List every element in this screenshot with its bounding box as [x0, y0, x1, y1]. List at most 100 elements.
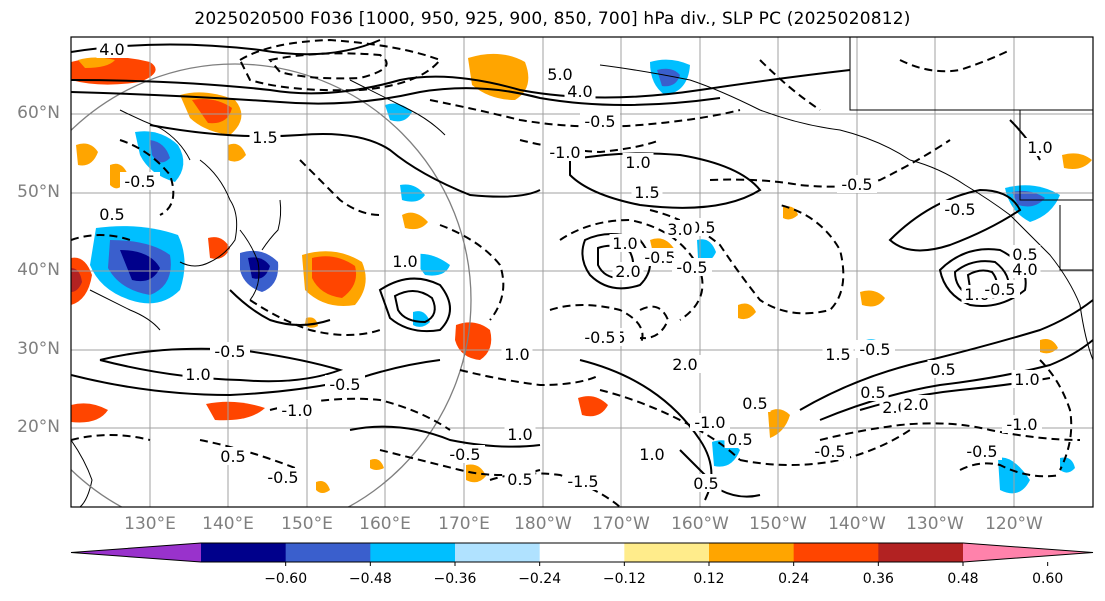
colorbar-outline [70, 542, 1094, 563]
contour-label-bg [210, 342, 250, 360]
contour-label-bg [631, 183, 663, 201]
colorbar-tick-label: 0.36 [862, 571, 894, 587]
contour-label: -0.5 [644, 248, 675, 267]
contour-label-bg [980, 280, 1020, 298]
lon-label: 130°E [124, 514, 176, 534]
lat-label: 20°N [17, 417, 60, 437]
contour-label: 0.5 [727, 430, 752, 449]
lon-label: 160°E [359, 514, 411, 534]
colorbar-tick-label: −0.36 [433, 571, 477, 587]
contour-label: 1.0 [1027, 138, 1052, 157]
contour-label-bg [640, 248, 680, 266]
map-frame [70, 36, 1094, 508]
contour-label-bg [810, 442, 850, 460]
contour-label-bg [1011, 370, 1043, 388]
contour-label-bg [96, 205, 128, 223]
divergence-shading [71, 53, 1092, 494]
contour-label: 1.0 [639, 445, 664, 464]
colorbar-segment [709, 543, 795, 562]
contour-label: 0.5 [220, 447, 245, 466]
contour-label: 1.5 [252, 128, 277, 147]
contour-label-bg [277, 401, 317, 419]
contour-label: 4.0 [1012, 260, 1037, 279]
contour-label: 1.0 [1014, 370, 1039, 389]
contour-label-bg [217, 447, 249, 465]
contour-label-bg [389, 252, 421, 270]
contour-label-bg [563, 472, 603, 490]
contour-label-bg [504, 470, 536, 488]
colorbar-segment [285, 543, 371, 562]
contour-label: 2.0 [903, 395, 928, 414]
contour-label-bg [249, 128, 281, 146]
lon-label: 180°W [514, 514, 572, 534]
contour-label: -0.5 [676, 258, 707, 277]
colorbar-segment [201, 543, 287, 562]
lon-label: 150°E [281, 514, 333, 534]
contour-label-bg [837, 175, 877, 193]
colorbar-tick-label: −0.12 [602, 571, 646, 587]
contour-label-bg [672, 258, 712, 276]
contour-label: -0.5 [841, 175, 872, 194]
lon-label: 130°W [906, 514, 964, 534]
contour-label: -0.5 [124, 172, 155, 191]
coastlines [71, 37, 1093, 507]
contour-label: 0.5 [693, 474, 718, 493]
colorbar-tick-label: −0.24 [518, 571, 562, 587]
contour-label: 0.5 [99, 205, 124, 224]
colorbar-arrow-right [963, 543, 1093, 562]
lat-label: 30°N [17, 339, 60, 359]
contour-label: 1.0 [612, 234, 637, 253]
lat-label: 40°N [17, 260, 60, 280]
contour-label-bg [1009, 260, 1041, 278]
contour-label-bg [564, 82, 596, 100]
contour-label: 1.0 [504, 345, 529, 364]
contour-label-bg [1009, 245, 1041, 263]
contour-label-bg [664, 220, 696, 238]
contour-label: -0.5 [814, 442, 845, 461]
contour-label-bg [724, 430, 756, 448]
contour-label-bg [669, 355, 701, 373]
contour-label-bg [855, 340, 895, 358]
contour-label: 3.0 [667, 220, 692, 239]
contour-label: -1.0 [281, 401, 312, 420]
lat-label: 60°N [17, 103, 60, 123]
contour-label: 0.5 [1012, 245, 1037, 264]
contour-labels: 4.01.50.5-0.51.0-1.05.04.0-0.5-1.01.51.0… [96, 40, 1056, 493]
contour-label: -0.5 [859, 340, 890, 359]
contour-label: 4.0 [99, 40, 124, 59]
map-title: 2025020500 F036 [1000, 950, 925, 900, 85… [194, 9, 911, 29]
contour-label-bg [545, 143, 585, 161]
colorbar-segment [624, 543, 710, 562]
lon-label: 120°W [985, 514, 1043, 534]
colorbar-tick-label: 0.60 [1032, 571, 1064, 587]
contour-label-bg [636, 445, 668, 463]
lat-label: 50°N [17, 182, 60, 202]
contour-label: 0.5 [930, 360, 955, 379]
contour-label-bg [739, 394, 771, 412]
lon-label: 140°W [828, 514, 886, 534]
contour-label: -0.5 [329, 375, 360, 394]
contour-label-bg [940, 200, 980, 218]
lon-label: 160°W [671, 514, 729, 534]
contour-label-bg [612, 262, 644, 280]
contour-label: -1.0 [694, 413, 725, 432]
contour-label: 0.5 [860, 383, 885, 402]
contour-label: -1.5 [567, 472, 598, 491]
contour-label-bg [501, 345, 533, 363]
contour-label-bg [580, 112, 620, 130]
contour-label-bg [120, 172, 160, 190]
lon-label: 170°W [592, 514, 650, 534]
contour-label-bg [962, 442, 1002, 460]
contour-label: -0.5 [944, 200, 975, 219]
contour-label-bg [1024, 138, 1056, 156]
colorbar-tick-label: −0.48 [348, 571, 392, 587]
colorbar-segment [370, 543, 456, 562]
contour-label-bg [822, 345, 854, 363]
contour-label-bg [1002, 415, 1042, 433]
contour-label: -1.0 [549, 143, 580, 162]
colorbar-segment [455, 543, 541, 562]
contour-label-bg [580, 328, 620, 346]
contour-label: 0.5 [507, 470, 532, 489]
colorbar-tick-label: 0.48 [947, 571, 979, 587]
